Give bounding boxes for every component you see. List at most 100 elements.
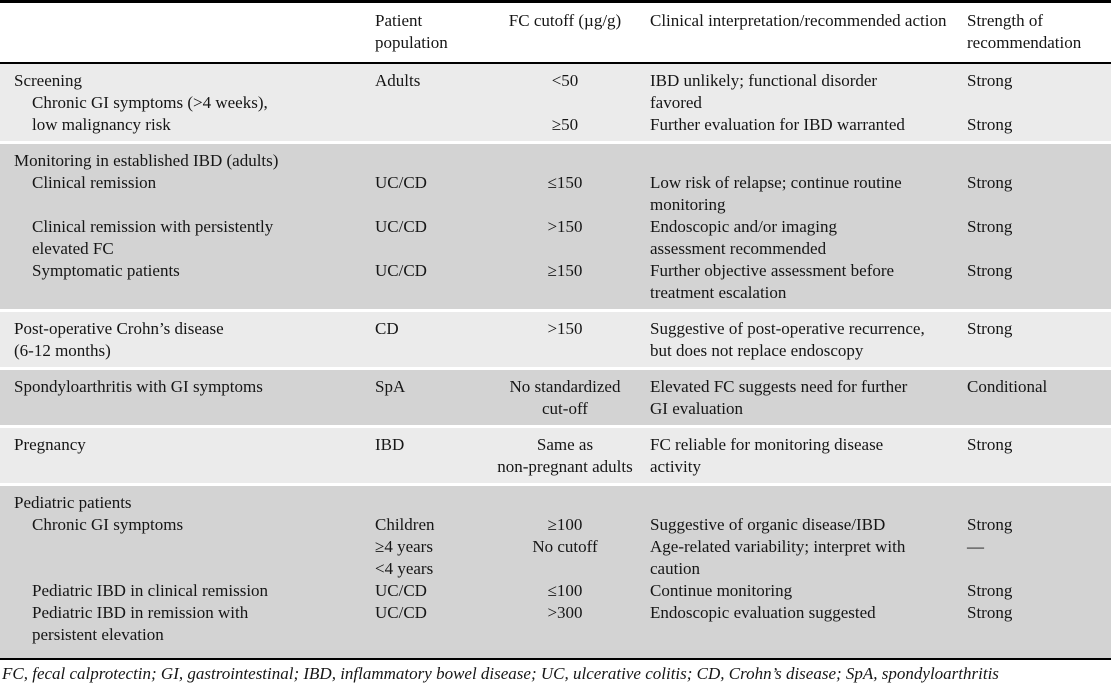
- cell-c1-monitoring-established-ibd-5: Symptomatic patients: [32, 261, 180, 280]
- table-row: persistent elevation: [0, 624, 1111, 646]
- cell-c4-monitoring-established-ibd-3: Endoscopic and/or imaging: [650, 217, 837, 236]
- table-row: Post-operative Crohn’s disease CD >150 Sugg…: [0, 318, 1111, 340]
- cell-c2-screening-1: [375, 92, 480, 114]
- cell-c3-monitoring-established-ibd-3: >150: [547, 217, 583, 236]
- cell-c1-pregnancy-1: [0, 456, 375, 478]
- header-col-strength-of-recommendation: Strength of recommendation: [967, 11, 1082, 52]
- cell-c2-monitoring-established-ibd-6: [375, 282, 480, 304]
- cell-c5-pediatric-patients-6: [967, 624, 1111, 646]
- cell-c3-pregnancy-1: non-pregnant adults: [497, 457, 633, 476]
- table-row: (6-12 months) but does not replace endosc…: [0, 340, 1111, 362]
- cell-c3-pregnancy-0: Same as: [536, 435, 594, 454]
- cell-c1-monitoring-established-ibd-0: Monitoring in established IBD (adults): [14, 151, 279, 170]
- cell-c3-pediatric-patients-5: >300: [547, 603, 583, 622]
- cell-c5-monitoring-established-ibd-4: [967, 238, 1111, 260]
- cell-c1-monitoring-established-ibd-2: [0, 194, 375, 216]
- cell-c5-spondyloarthritis-with-gi-symptoms-1: [967, 398, 1111, 420]
- cell-c1-pediatric-patients-3: [0, 558, 375, 580]
- footnote-rule: [0, 658, 1111, 660]
- cell-c4-pediatric-patients-4: Continue monitoring: [650, 581, 793, 600]
- cell-c1-monitoring-established-ibd-6: [0, 282, 375, 304]
- cell-c5-pregnancy-0: Strong: [967, 435, 1013, 454]
- cell-c3-screening-1: [480, 92, 650, 114]
- cell-c5-monitoring-established-ibd-1: Strong: [967, 173, 1013, 192]
- cell-c5-monitoring-established-ibd-3: Strong: [967, 217, 1013, 236]
- cell-c2-spondyloarthritis-with-gi-symptoms-0: SpA: [375, 377, 406, 396]
- table-row: monitoring: [0, 194, 1111, 216]
- cell-c2-screening-2: [375, 114, 480, 136]
- cell-c2-monitoring-established-ibd-4: [375, 238, 480, 260]
- cell-c3-monitoring-established-ibd-1: ≤150: [547, 173, 583, 192]
- cell-c4-pregnancy-1: activity: [650, 457, 701, 476]
- table-row: <4 years caution: [0, 558, 1111, 580]
- table-row: Spondyloarthritis with GI symptoms SpA No …: [0, 376, 1111, 398]
- cell-c4-spondyloarthritis-with-gi-symptoms-0: Elevated FC suggests need for further: [650, 377, 908, 396]
- cell-c3-post-operative-crohns-disease-0: >150: [547, 319, 583, 338]
- section-screening: Screening Adults <50 IBD unlikely; function…: [0, 64, 1111, 141]
- cell-c2-screening-0: Adults: [375, 71, 421, 90]
- header-rule: [0, 62, 1111, 64]
- table-header-row: Patient population FC cutoff (µg/g) Clin…: [0, 3, 1111, 62]
- cell-c4-monitoring-established-ibd-0: [650, 150, 967, 172]
- cell-c5-screening-0: Strong: [967, 71, 1013, 90]
- table-row: Pediatric IBD in clinical remission UC/CD…: [0, 580, 1111, 602]
- table-row: low malignancy risk ≥50 Further evaluation…: [0, 114, 1111, 136]
- table-row: elevated FC assessment recommended: [0, 238, 1111, 260]
- table-row: non-pregnant adults activity: [0, 456, 1111, 478]
- cell-c2-pediatric-patients-3: <4 years: [375, 559, 434, 578]
- cell-c2-monitoring-established-ibd-0: [375, 150, 480, 172]
- cell-c5-post-operative-crohns-disease-1: [967, 340, 1111, 362]
- cell-c3-monitoring-established-ibd-5: ≥150: [547, 261, 583, 280]
- cell-c2-monitoring-established-ibd-3: UC/CD: [375, 217, 427, 236]
- cell-c4-post-operative-crohns-disease-1: but does not replace endoscopy: [650, 341, 864, 360]
- cell-c3-post-operative-crohns-disease-1: [480, 340, 650, 362]
- cell-c4-monitoring-established-ibd-2: monitoring: [650, 195, 726, 214]
- cell-c3-spondyloarthritis-with-gi-symptoms-0: No standardized: [509, 377, 621, 396]
- cell-c3-spondyloarthritis-with-gi-symptoms-1: cut-off: [542, 399, 588, 418]
- cell-c4-spondyloarthritis-with-gi-symptoms-1: GI evaluation: [650, 399, 743, 418]
- table-row: Pediatric IBD in remission with UC/CD >300…: [0, 602, 1111, 624]
- cell-c4-screening-2: Further evaluation for IBD warranted: [650, 115, 905, 134]
- table-row: Clinical remission UC/CD ≤150 Low risk of r…: [0, 172, 1111, 194]
- cell-c3-monitoring-established-ibd-4: [480, 238, 650, 260]
- cell-c4-pediatric-patients-0: [650, 492, 967, 514]
- section-pregnancy: Pregnancy IBD Same as FC reliable for monit…: [0, 428, 1111, 483]
- cell-c1-pregnancy-0: Pregnancy: [14, 435, 86, 454]
- cell-c2-spondyloarthritis-with-gi-symptoms-1: [375, 398, 480, 420]
- section-post-operative-crohns-disease: Post-operative Crohn’s disease CD >150 Sugg…: [0, 312, 1111, 367]
- cell-c5-pediatric-patients-0: [967, 492, 1111, 514]
- table-row: ≥4 years No cutoff Age-related variability…: [0, 536, 1111, 558]
- table-row: Clinical remission with persistently UC/C…: [0, 216, 1111, 238]
- cell-c1-post-operative-crohns-disease-0: Post-operative Crohn’s disease: [14, 319, 224, 338]
- cell-c3-pediatric-patients-2: No cutoff: [532, 537, 598, 556]
- cell-c4-pregnancy-0: FC reliable for monitoring disease: [650, 435, 884, 454]
- top-rule: [0, 0, 1111, 3]
- cell-c3-monitoring-established-ibd-2: [480, 194, 650, 216]
- cell-c4-pediatric-patients-2: Age-related variability; interpret with: [650, 537, 906, 556]
- header-col-indication: [0, 10, 375, 54]
- cell-c3-pediatric-patients-4: ≤100: [547, 581, 583, 600]
- cell-c1-screening-0: Screening: [14, 71, 82, 90]
- cell-c1-screening-1: Chronic GI symptoms (>4 weeks),: [32, 93, 268, 112]
- cell-c1-pediatric-patients-2: [0, 536, 375, 558]
- cell-c2-pediatric-patients-5: UC/CD: [375, 603, 427, 622]
- cell-c2-monitoring-established-ibd-1: UC/CD: [375, 173, 427, 192]
- cell-c2-pediatric-patients-6: [375, 624, 480, 646]
- cell-c1-pediatric-patients-4: Pediatric IBD in clinical remission: [32, 581, 269, 600]
- cell-c4-post-operative-crohns-disease-0: Suggestive of post-operative recurrence,: [650, 319, 925, 338]
- cell-c2-post-operative-crohns-disease-0: CD: [375, 319, 399, 338]
- table-row: Pregnancy IBD Same as FC reliable for monit…: [0, 434, 1111, 456]
- cell-c5-screening-2: Strong: [967, 115, 1013, 134]
- cell-c5-post-operative-crohns-disease-0: Strong: [967, 319, 1013, 338]
- cell-c5-monitoring-established-ibd-6: [967, 282, 1111, 304]
- cell-c4-pediatric-patients-5: Endoscopic evaluation suggested: [650, 603, 876, 622]
- cell-c4-screening-0: IBD unlikely; functional disorder: [650, 71, 878, 90]
- cell-c4-pediatric-patients-3: caution: [650, 559, 701, 578]
- section-spondyloarthritis-with-gi-symptoms: Spondyloarthritis with GI symptoms SpA No …: [0, 370, 1111, 425]
- cell-c5-pediatric-patients-2: —: [967, 537, 984, 556]
- cell-c3-pediatric-patients-3: [480, 558, 650, 580]
- cell-c4-monitoring-established-ibd-5: Further objective assessment before: [650, 261, 895, 280]
- header-col-clinical-interpretation: Clinical interpretation/recommended acti…: [650, 11, 947, 30]
- table-row: Symptomatic patients UC/CD ≥150 Further obj…: [0, 260, 1111, 282]
- cell-c2-monitoring-established-ibd-5: UC/CD: [375, 261, 427, 280]
